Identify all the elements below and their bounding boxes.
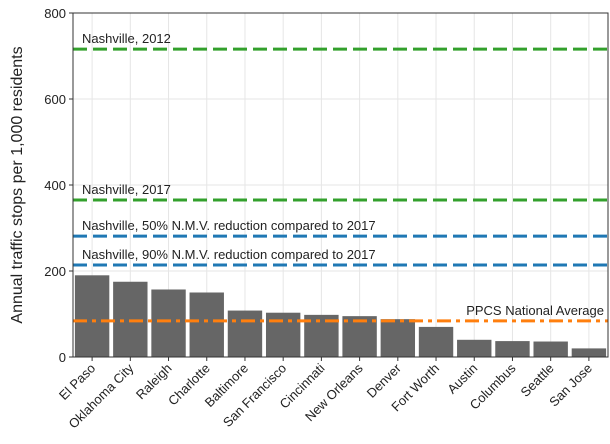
reference-label: PPCS National Average [466, 303, 604, 318]
bar [113, 281, 148, 357]
x-tick-label: Austin [444, 361, 480, 397]
bar [533, 341, 568, 357]
reference-label: Nashville, 90% N.M.V. reduction compared… [82, 247, 376, 262]
bar [227, 310, 263, 357]
reference-label: Nashville, 2017 [82, 182, 171, 197]
reference-label: Nashville, 50% N.M.V. reduction compared… [82, 218, 376, 233]
bar [342, 316, 377, 357]
bar [457, 339, 492, 357]
reference-label: Nashville, 2012 [82, 31, 171, 46]
bar [495, 341, 530, 357]
bar [418, 326, 454, 357]
bar [571, 348, 607, 357]
y-tick-label: 400 [44, 178, 66, 193]
y-tick-label: 200 [44, 264, 66, 279]
y-tick-label: 0 [59, 350, 66, 365]
bar [380, 319, 416, 357]
bar [151, 289, 186, 357]
bar [265, 312, 301, 357]
bar [189, 292, 224, 357]
plot-frame [72, 12, 609, 358]
y-tick-label: 600 [44, 92, 66, 107]
y-axis-label: Annual traffic stops per 1,000 residents [9, 46, 26, 323]
y-tick-label: 800 [44, 6, 66, 21]
bar [74, 275, 110, 357]
